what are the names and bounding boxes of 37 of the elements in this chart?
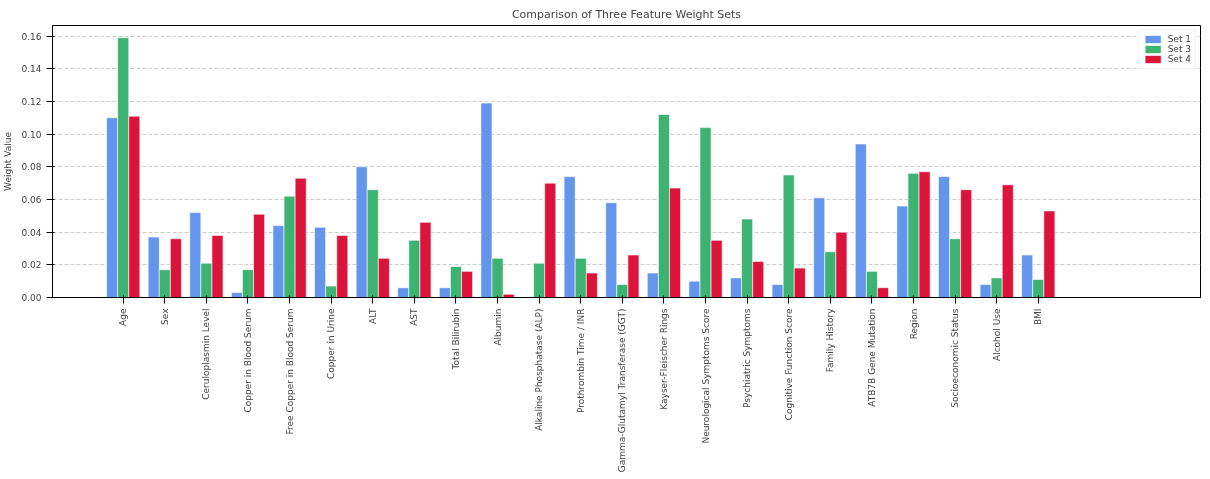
x-tick-label: Albumin (492, 308, 503, 346)
x-tick-label: Alcohol Use (991, 308, 1002, 361)
x-tick-label: Gamma-Glutamyl Transferase (GGT) (617, 308, 628, 473)
x-tick-label: Kayser-Fleischer Rings (658, 308, 669, 410)
legend-label: Set 3 (1167, 44, 1191, 54)
x-tick-label: ATB7B Gene Mutation (866, 308, 877, 407)
legend-label: Set 1 (1167, 34, 1191, 44)
x-tick-label: Psychiatric Symptoms (742, 308, 753, 408)
x-tick-label: Family History (825, 307, 836, 373)
chart-title: Comparison of Three Feature Weight Sets (511, 7, 742, 21)
x-tick-label: Ceruloplasmin Level (201, 308, 212, 400)
x-tick-label: Sex (159, 307, 170, 325)
y-tick-label: 0.08 (21, 162, 42, 173)
x-tick-label: ALT (367, 308, 378, 324)
x-tick-label: BMI (1033, 308, 1044, 326)
x-tick-label: Region (908, 308, 919, 340)
y-tick-label: 0.02 (21, 260, 42, 271)
x-tick-label: Neurological Symptoms Score (700, 308, 711, 444)
y-tick-label: 0.12 (21, 96, 42, 107)
x-tick-label: Socioeconomic Status (950, 308, 961, 408)
y-tick-label: 0.10 (21, 129, 42, 140)
x-tick-label: Copper in Urine (326, 308, 337, 379)
x-tick-label: Free Copper in Blood Serum (284, 308, 295, 435)
x-tick-label: Total Bilirubin (450, 308, 461, 371)
y-tick-label: 0.00 (21, 293, 42, 303)
x-tick-label: Cognitive Function Score (783, 308, 794, 421)
x-tick-label: Prothrombin Time / INR (575, 308, 586, 413)
x-tick-label: AST (409, 308, 420, 326)
y-axis-title: Weight Value (3, 131, 14, 191)
legend-label: Set 4 (1167, 54, 1191, 64)
y-tick-label: 0.04 (21, 227, 42, 238)
y-tick-label: 0.14 (21, 64, 42, 75)
y-tick-label: 0.16 (21, 31, 42, 42)
x-tick-label: Copper in Blood Serum (242, 308, 253, 413)
y-tick-label: 0.06 (21, 194, 42, 205)
x-tick-label: Alkaline Phosphatase (ALP) (534, 308, 545, 431)
x-tick-label: Age (118, 308, 129, 326)
